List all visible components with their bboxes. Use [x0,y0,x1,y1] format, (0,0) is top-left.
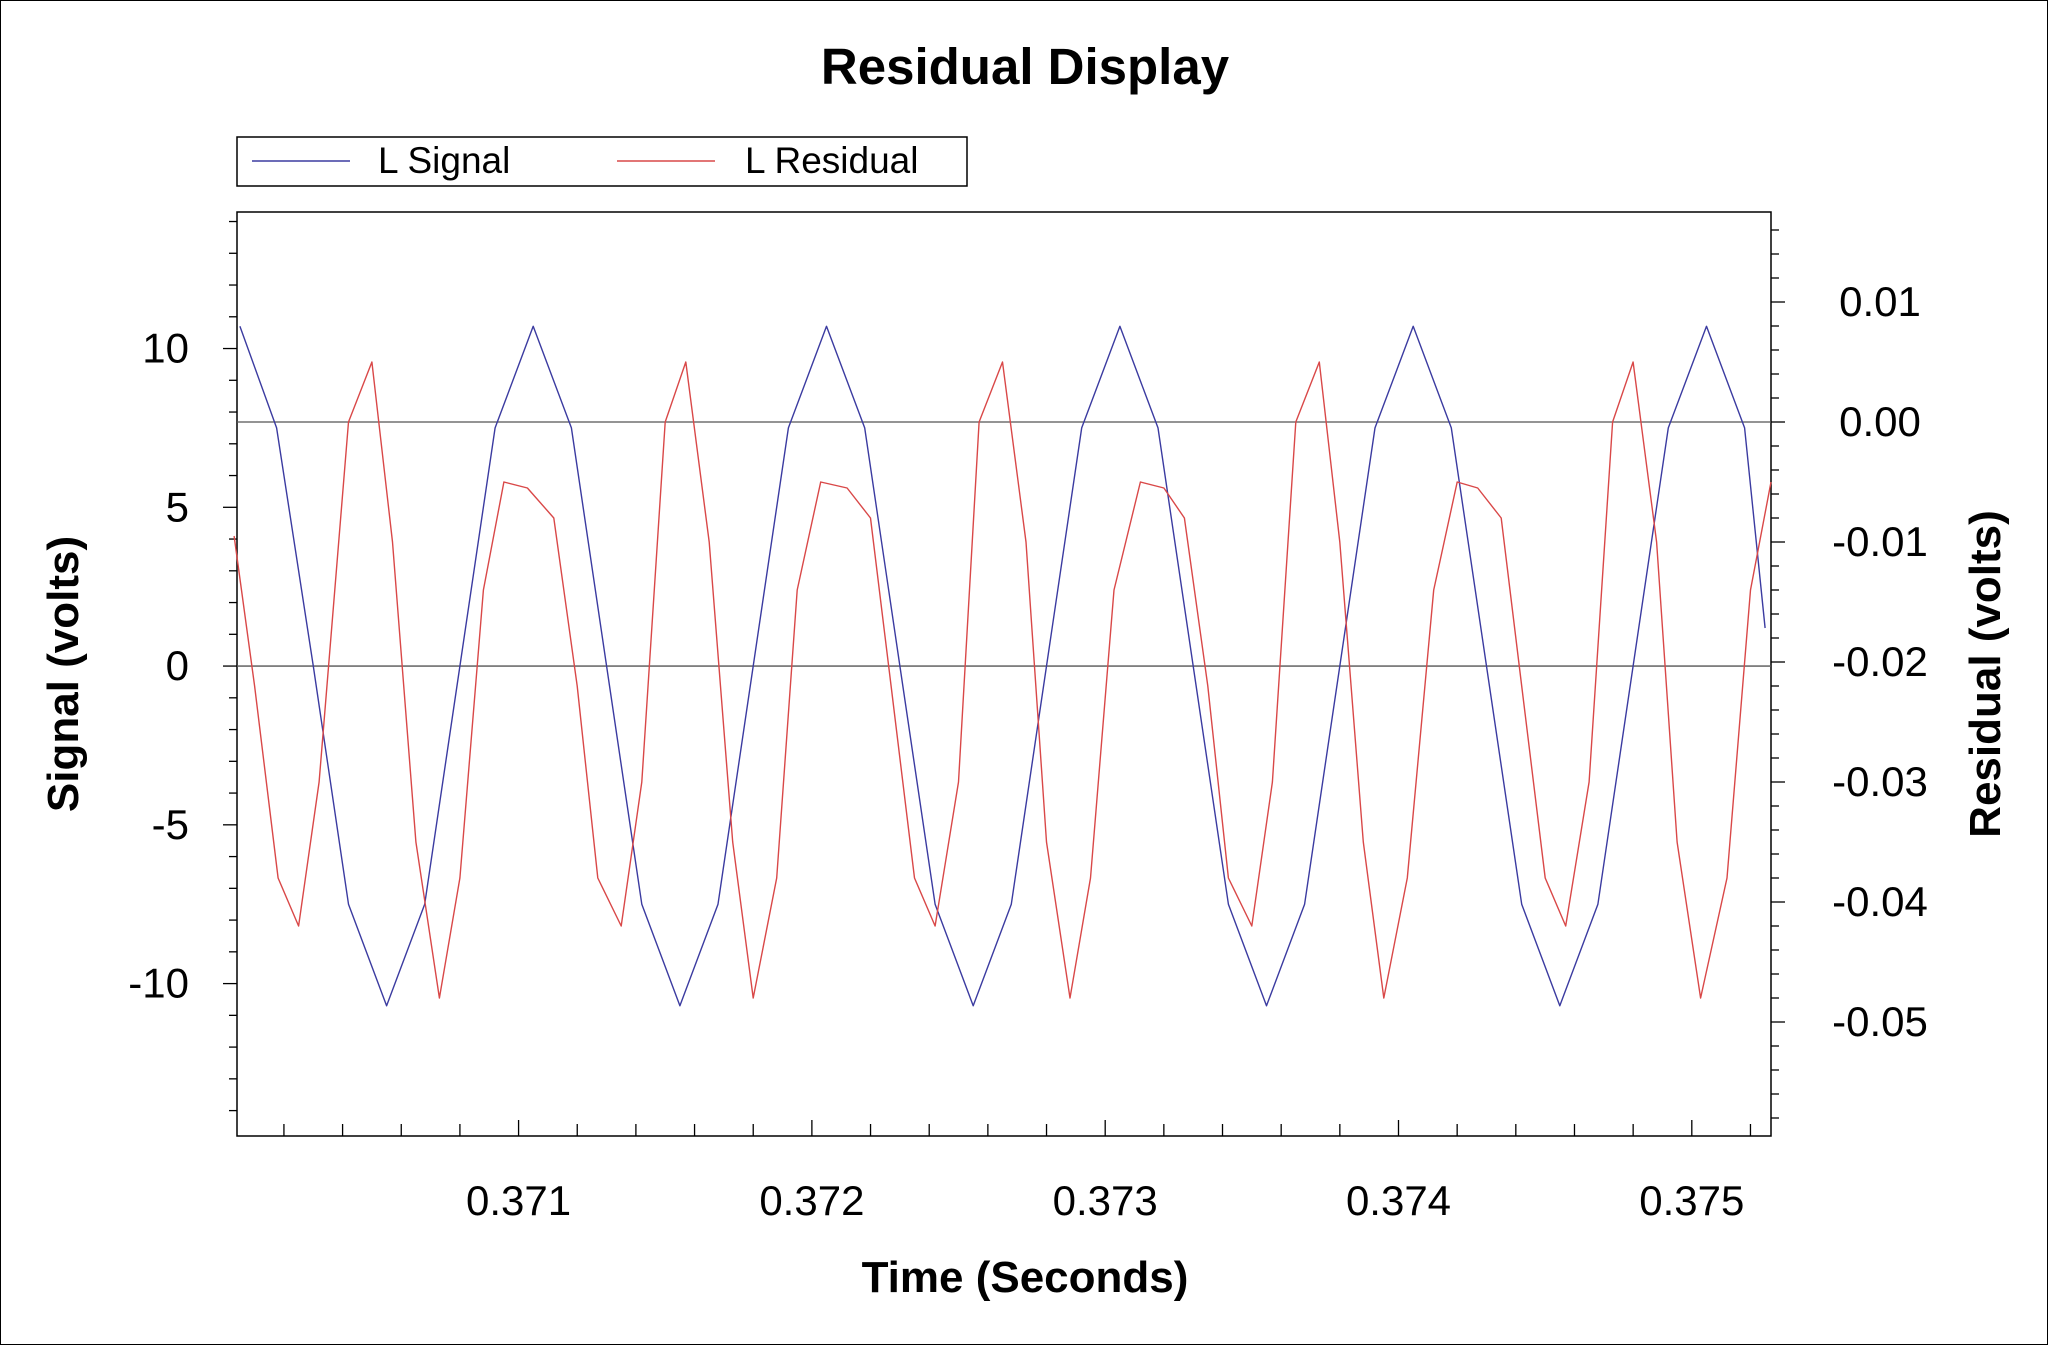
y-tick-label: 10 [142,325,189,372]
y-axis-title: Signal (volts) [39,536,88,812]
reference-lines [237,421,1771,667]
x-tick-label: 0.374 [1346,1177,1451,1224]
y-tick-label: 0 [166,642,189,689]
x-tick-label: 0.375 [1639,1177,1744,1224]
y2-tick-label: -0.02 [1832,638,1928,685]
bottom-axis-ticks [283,1120,1752,1136]
y2-tick-label: -0.04 [1832,878,1928,925]
legend-label-residual: L Residual [745,140,918,181]
legend-label-signal: L Signal [378,140,510,181]
y2-axis-title: Residual (volts) [1961,510,2010,838]
series-line-l-residual [233,361,1772,999]
chart-title: Residual Display [821,38,1230,95]
legend-box [236,136,968,187]
y-tick-label: 5 [166,483,189,530]
x-axis-labels: 0.371 0.372 0.373 0.374 0.375 [466,1177,1744,1224]
x-tick-label: 0.371 [466,1177,571,1224]
left-axis-ticks [223,220,237,1112]
plot-area [236,211,1772,1137]
left-axis-labels: 10 5 0 -5 -10 [128,325,189,1007]
right-axis-ticks [1771,229,1785,1119]
series-layer [233,325,1772,1007]
x-tick-label: 0.373 [1053,1177,1158,1224]
y2-tick-label: 0.00 [1839,398,1921,445]
y-tick-label: -5 [152,801,189,848]
y-tick-label: -10 [128,960,189,1007]
y2-tick-label: 0.01 [1839,278,1921,325]
right-axis-labels: 0.01 0.00 -0.01 -0.02 -0.03 -0.04 -0.05 [1832,278,1928,1045]
y2-tick-label: -0.03 [1832,758,1928,805]
x-axis-title: Time (Seconds) [862,1253,1189,1302]
x-tick-label: 0.372 [759,1177,864,1224]
y2-tick-label: -0.05 [1832,998,1928,1045]
legend: L Signal L Residual [236,136,968,187]
y2-tick-label: -0.01 [1832,518,1928,565]
series-line-l-signal [239,325,1766,1007]
